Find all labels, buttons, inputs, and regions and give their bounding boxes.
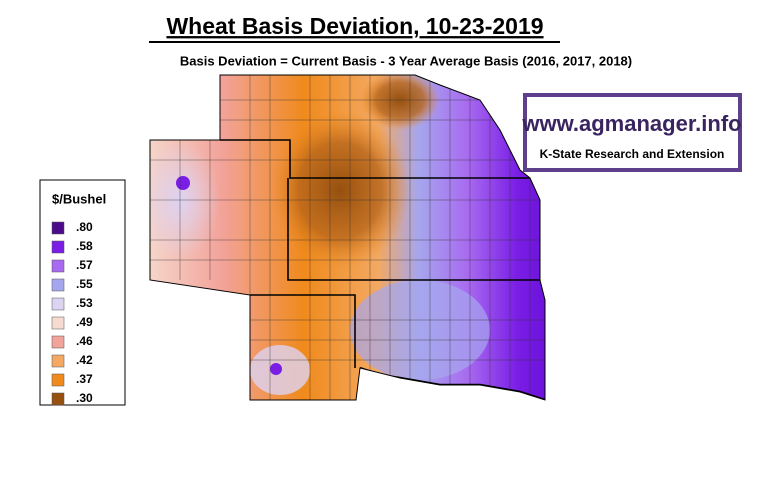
legend-swatch [51, 373, 65, 387]
map-title: Wheat Basis Deviation, 10-23-2019 [166, 13, 543, 39]
surface-patch [350, 280, 490, 380]
legend-items: .80 .58 .57 .55 .53 .49 .46 .42 .37 .30 [51, 220, 93, 406]
map-outline [149, 74, 546, 401]
surface-patch [270, 363, 282, 375]
map-subtitle: Basis Deviation = Current Basis - 3 Year… [180, 53, 632, 68]
legend-swatch [51, 297, 65, 311]
legend-swatch [51, 240, 65, 254]
legend-swatch [51, 278, 65, 292]
legend-label: .37 [76, 372, 93, 386]
surface-patch [270, 110, 410, 270]
legend-swatch [51, 335, 65, 349]
legend-label: .49 [76, 315, 93, 329]
legend-swatch [51, 221, 65, 235]
legend-label: .53 [76, 296, 93, 310]
logo-box [523, 93, 742, 172]
logo-url: www.agmanager.info [521, 111, 741, 136]
legend-swatch [51, 259, 65, 273]
legend-label: .80 [76, 220, 93, 234]
surface-patch [176, 176, 190, 190]
logo-org: K-State Research and Extension [540, 147, 725, 161]
legend-box [39, 179, 126, 406]
map-area [150, 75, 545, 400]
legend-title: $/Bushel [52, 191, 106, 206]
legend-label: .58 [76, 239, 93, 253]
legend-swatch [51, 316, 65, 330]
legend-label: .42 [76, 353, 93, 367]
legend-label: .46 [76, 334, 93, 348]
legend-label: .55 [76, 277, 93, 291]
legend-label: .30 [76, 391, 93, 405]
county-lines [150, 75, 545, 400]
legend-label: .57 [76, 258, 93, 272]
legend-swatch [51, 354, 65, 368]
legend-swatch [51, 392, 65, 406]
